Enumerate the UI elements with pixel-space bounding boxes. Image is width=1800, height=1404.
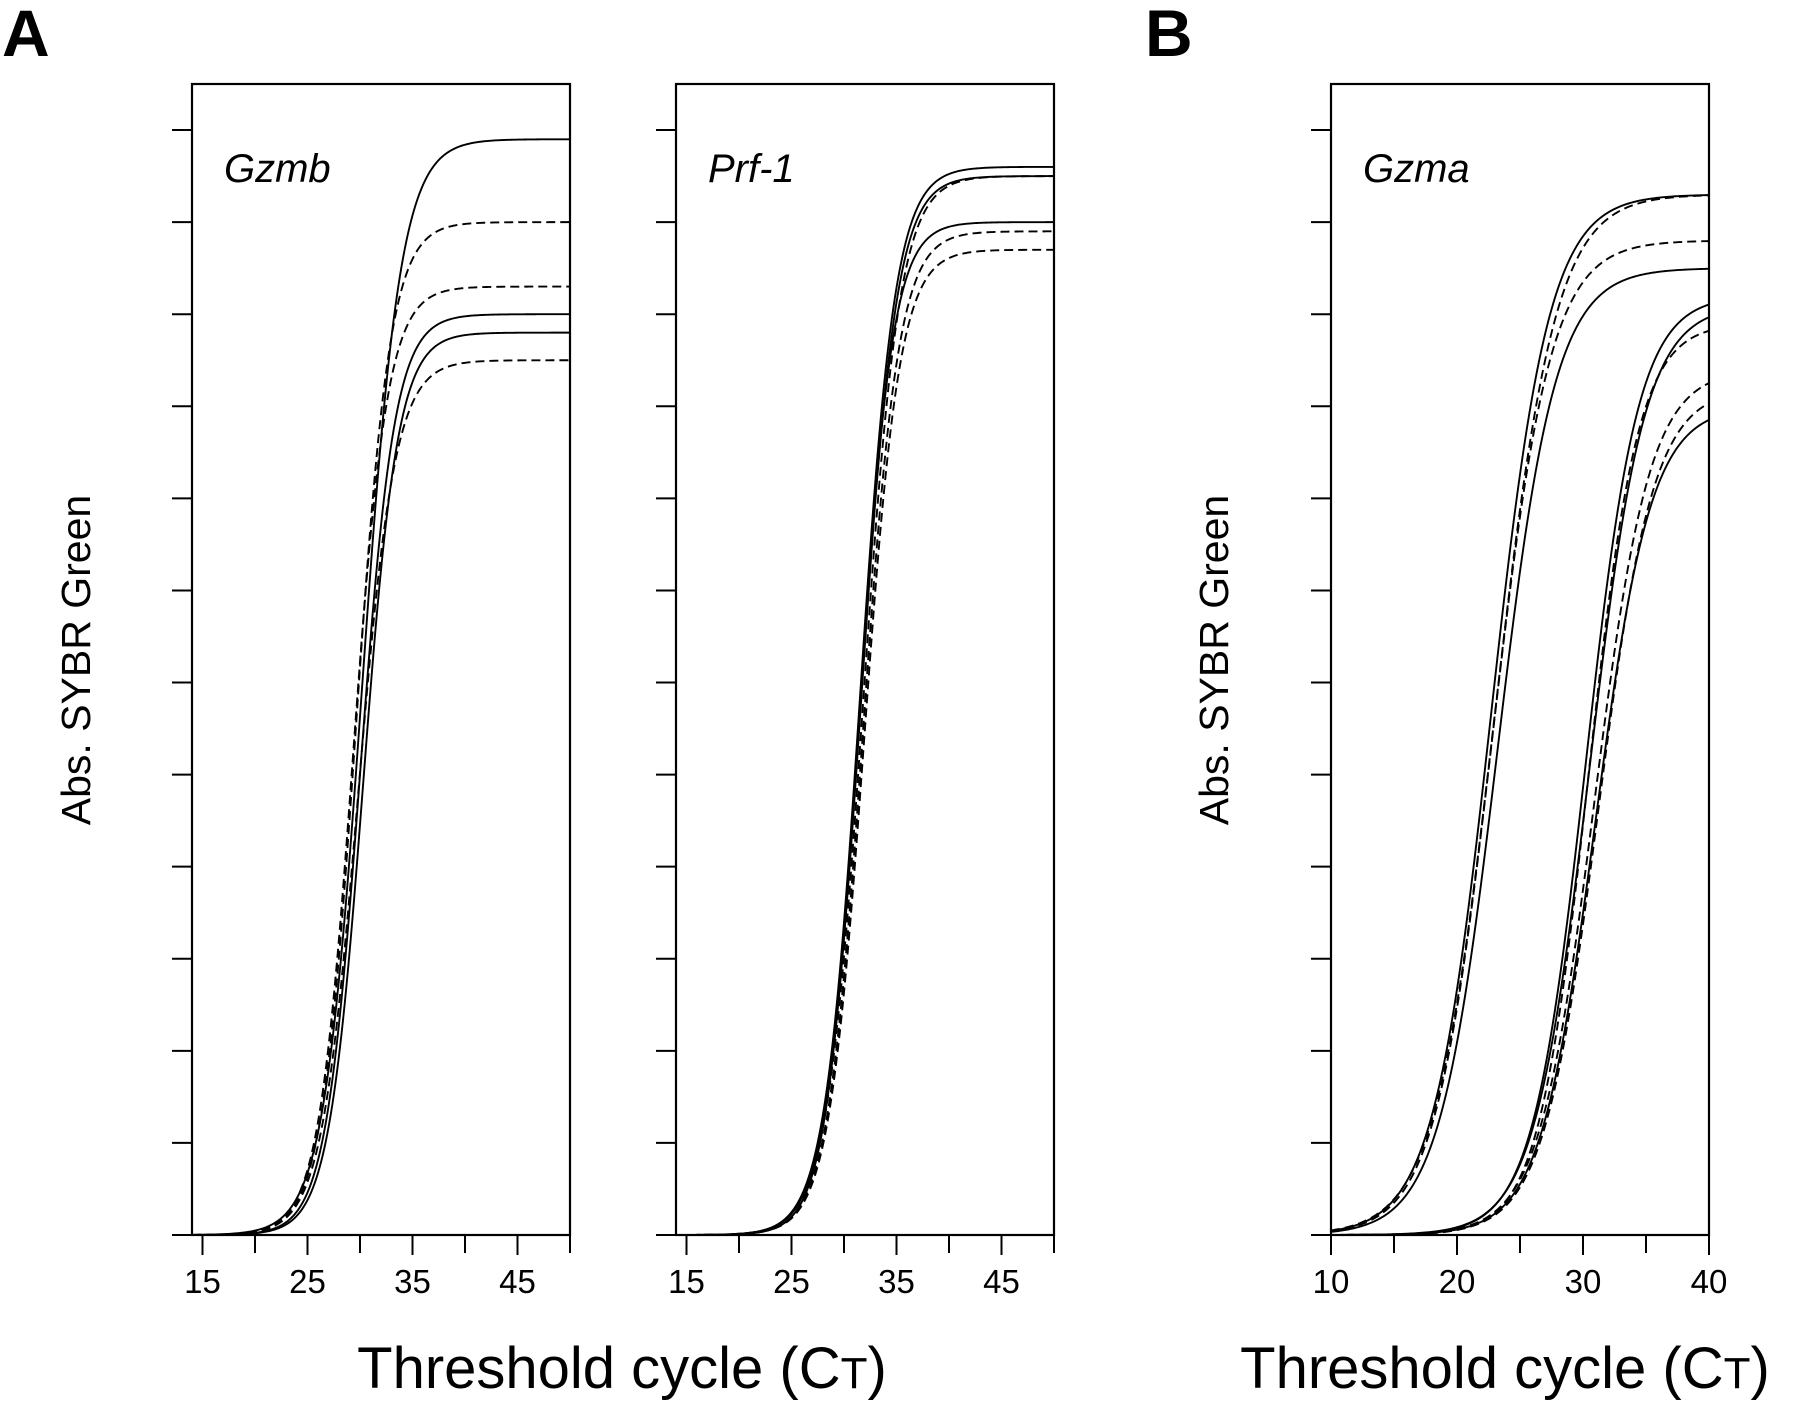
plot-prf-1: 15 25 35 45 Prf-1 [656,82,1056,1300]
gzmb-x-tick-label: 35 [394,1263,431,1300]
gzma-amplification-curve-3 [1330,240,1710,1233]
prf-1-x-tick-label: 15 [668,1263,705,1300]
gzmb-amplification-curve-1 [191,138,570,1236]
gzma-amplification-curve-6 [1330,329,1710,1236]
gzmb-amplification-curve-6 [191,359,570,1236]
prf-1-x-tick-label: 25 [773,1263,810,1300]
gzmb-plot-frame [190,82,572,1237]
prf-1-x-tick-label: 45 [983,1263,1020,1300]
x-axis-title-panel-a: Threshold cycle (CT) [357,1336,887,1401]
prf-1-amplification-curve-3 [676,175,1055,1236]
prf-1-amplification-curve-2 [675,175,1054,1236]
y-axis-title-panel-a: Abs. SYBR Green [53,495,99,825]
x-axis-title-b-prefix: Threshold cycle (C [1240,1336,1723,1401]
gzma-amplification-curve-4 [1330,267,1710,1233]
prf-1-plot-frame [674,82,1056,1237]
gzmb-x-tick-label: 15 [184,1263,221,1300]
plot-gzmb: 15 25 35 45 Gzmb [172,82,572,1300]
prf-1-amplification-curve-6 [676,248,1054,1236]
gzma-amplification-curve-9 [1331,402,1710,1236]
gzma-x-tick-label: 10 [1313,1263,1350,1300]
gzma-amplification-curve-1 [1330,194,1710,1232]
gzmb-amplification-curve-3 [191,285,570,1236]
gzma-plot-frame [1329,82,1711,1237]
y-axis-title-panel-b: Abs. SYBR Green [1191,495,1237,825]
gzma-gene-label: Gzma [1363,147,1470,191]
gzma-amplification-curve-7 [1330,316,1710,1236]
gzmb-x-tick-label: 25 [289,1263,326,1300]
gzma-x-tick-label: 40 [1691,1263,1728,1300]
gzma-amplification-curve-5 [1330,303,1710,1236]
x-axis-title-a-subscript: T [841,1349,868,1398]
gzmb-amplification-curve-2 [191,221,570,1236]
plot-gzma: 10 20 30 40 Gzma [1311,82,1728,1300]
prf-1-amplification-curve-5 [676,230,1054,1236]
gzmb-amplification-curve-5 [192,331,570,1236]
gzmb-amplification-curve-4 [192,313,570,1236]
x-axis-title-panel-b: Threshold cycle (CT) [1240,1336,1770,1401]
gzmb-gene-label: Gzmb [224,147,331,191]
prf-1-gene-label: Prf-1 [708,147,795,191]
prf-1-x-tick-label: 35 [878,1263,915,1300]
x-axis-title-b-subscript: T [1724,1349,1751,1398]
gzma-x-tick-label: 30 [1565,1263,1602,1300]
gzma-x-tick-label: 20 [1439,1263,1476,1300]
gzmb-x-tick-label: 45 [499,1263,536,1300]
gzma-amplification-curve-10 [1331,419,1710,1236]
x-axis-title-b-suffix: ) [1751,1336,1770,1401]
x-axis-title-a-suffix: ) [868,1336,887,1401]
panel-letter-a: A [2,0,50,70]
panel-letter-b: B [1145,0,1193,70]
x-axis-title-a-prefix: Threshold cycle (C [357,1336,840,1401]
gzma-amplification-curve-2 [1330,194,1710,1232]
